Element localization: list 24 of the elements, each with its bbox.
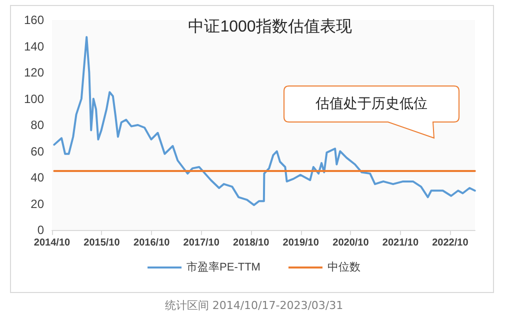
- y-tick-label: 40: [30, 170, 44, 184]
- y-tick-label: 100: [24, 92, 44, 106]
- x-tick-label: 2015/10: [84, 238, 120, 248]
- x-tick-label: 2018/10: [233, 238, 270, 248]
- y-tick-label: 0: [37, 223, 44, 237]
- chart-title: 中证1000指数估值表现: [188, 18, 352, 36]
- y-tick-label: 20: [30, 196, 44, 211]
- annotation: 估值处于历史低位: [314, 95, 428, 114]
- y-tick-label: 140: [24, 39, 44, 54]
- y-tick-label: 120: [24, 66, 44, 80]
- legend-label: 中位数: [327, 260, 360, 274]
- y-tick-label: 60: [30, 144, 44, 158]
- x-tick-label: 2021/10: [382, 238, 419, 248]
- line-series: [53, 36, 476, 206]
- x-tick-label: 2019/10: [282, 238, 320, 248]
- text: 统计区间 2014/10/17-2023/03/31: [164, 298, 344, 313]
- x-tick-label: 2020/10: [332, 238, 370, 248]
- x-tick-label: 2022/10: [432, 238, 469, 248]
- legend-label: 市盈率PE-TTM: [186, 260, 260, 274]
- y-tick-label: 80: [30, 118, 44, 132]
- x-tick-label: 2016/10: [134, 238, 170, 248]
- x-tick-label: 2014/10: [34, 238, 71, 248]
- x-tick-label: 2017/10: [183, 238, 220, 248]
- y-tick-label: 160: [24, 13, 44, 27]
